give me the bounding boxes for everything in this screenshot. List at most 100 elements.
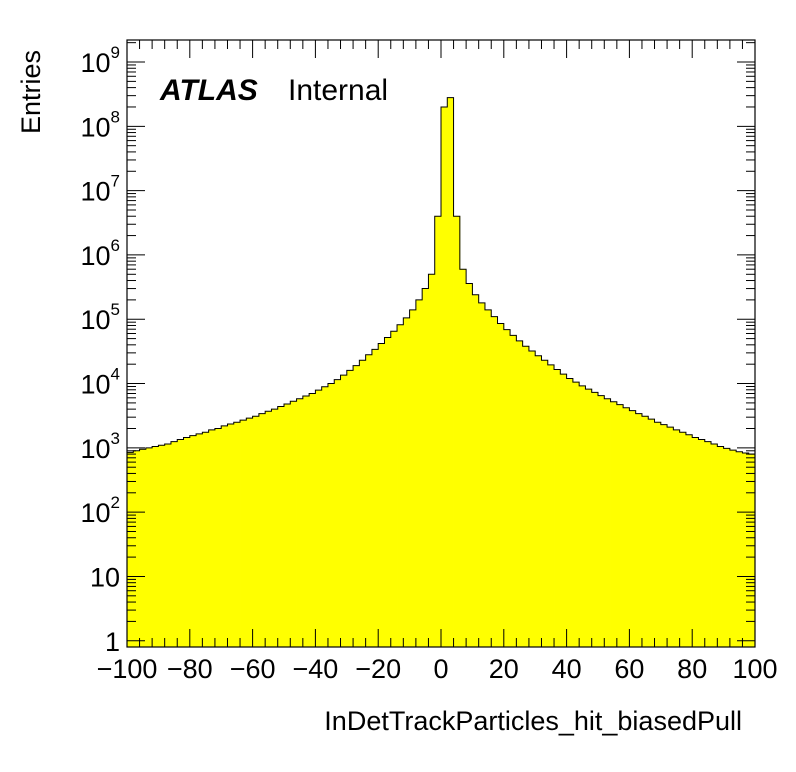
histogram-bin	[158, 445, 166, 647]
histogram-bin	[604, 398, 611, 647]
histogram-bin	[748, 454, 756, 647]
histogram-bin	[378, 343, 385, 647]
internal-label: Internal	[288, 74, 388, 107]
histogram-bin	[516, 340, 524, 647]
histogram-bin	[139, 449, 147, 647]
histogram-bin	[346, 370, 354, 647]
x-axis-title: InDetTrackParticles_hit_biasedPull	[324, 706, 742, 736]
histogram-bin	[585, 389, 593, 647]
histogram-bin	[384, 337, 392, 647]
histogram-bin	[472, 294, 480, 647]
x-tick-label: 0	[433, 654, 448, 684]
histogram-bin	[353, 365, 360, 647]
histogram-bin	[133, 450, 140, 647]
histogram-bin	[729, 450, 737, 647]
histogram-bin	[572, 382, 580, 647]
histogram-bin	[528, 351, 536, 647]
histogram-bin	[409, 309, 417, 647]
histogram-bin	[441, 106, 448, 648]
histogram-bin	[233, 422, 241, 647]
histogram-bin	[265, 411, 272, 647]
y-tick-label: 10	[90, 562, 120, 592]
histogram-bin	[503, 329, 511, 647]
x-tick-labels: −100 −80 −60 −40 −20 0 20 40 60 80 100	[97, 654, 778, 684]
histogram-bin	[566, 378, 574, 647]
histogram-bin	[547, 364, 555, 647]
histogram-bin	[667, 427, 674, 647]
histogram-bin	[736, 451, 743, 647]
histogram-bin	[321, 386, 329, 647]
histogram-bin	[164, 443, 172, 647]
x-tick-label: 20	[489, 654, 519, 684]
histogram-bin	[742, 453, 750, 647]
y-tick-label: 106	[80, 236, 120, 271]
y-tick-label: 102	[80, 493, 120, 528]
histogram-bin	[359, 360, 367, 647]
histogram-bin	[202, 432, 210, 647]
y-tick-label: 108	[80, 107, 120, 142]
y-tick-label: 107	[80, 172, 120, 207]
histogram-bin	[629, 410, 637, 647]
histogram-bin	[252, 416, 260, 647]
histogram-bin	[491, 316, 498, 647]
histogram-bin	[152, 446, 159, 647]
axis-ticks	[126, 40, 756, 647]
histogram-bin	[692, 437, 699, 647]
histogram-bin	[277, 406, 285, 647]
x-tick-label: 80	[677, 654, 707, 684]
histogram-bin	[189, 435, 197, 647]
y-tick-label: 104	[80, 365, 120, 400]
histogram-bin	[453, 216, 461, 647]
histogram-bin	[296, 398, 304, 647]
histogram-bin	[459, 269, 467, 647]
histogram-bin	[127, 452, 134, 647]
histogram-bin	[560, 374, 567, 647]
x-tick-label: −100	[97, 654, 158, 684]
histogram-bin	[327, 383, 335, 647]
histogram-bin	[258, 413, 266, 647]
histogram-bin	[284, 404, 291, 647]
histogram-bin	[177, 439, 184, 647]
x-tick-label: 40	[552, 654, 582, 684]
histogram-bin	[723, 448, 731, 647]
histogram-bin	[415, 299, 423, 647]
y-tick-label: 109	[80, 43, 120, 78]
histogram-bin	[227, 423, 235, 647]
histogram-bin	[679, 432, 687, 647]
histogram-bin	[183, 437, 191, 647]
histogram-bin	[522, 346, 530, 647]
histogram-bin	[510, 335, 517, 647]
histogram-bin	[654, 422, 662, 647]
histogram-bin	[309, 393, 316, 647]
histogram-bin	[302, 396, 310, 647]
histogram-bin	[434, 216, 442, 647]
x-tick-label: −80	[167, 654, 213, 684]
histogram-bin	[170, 441, 178, 647]
histogram-bin	[484, 309, 492, 647]
histogram-bin	[365, 354, 373, 647]
histogram-bin	[711, 443, 718, 647]
histogram-bin	[648, 419, 655, 647]
histogram-bin	[340, 375, 348, 647]
x-tick-label: −40	[292, 654, 338, 684]
histogram-bin	[334, 379, 341, 647]
histogram-bin	[641, 416, 649, 647]
histogram-bin	[403, 317, 410, 647]
histogram-bin	[422, 288, 429, 647]
histogram-bin	[591, 392, 599, 647]
histogram-bin	[240, 420, 247, 647]
histogram-bin	[221, 425, 228, 647]
y-tick-label: 105	[80, 300, 120, 335]
histogram-bin	[208, 429, 216, 647]
x-tick-label: 100	[732, 654, 777, 684]
histogram-bin	[466, 283, 473, 647]
histogram-bin	[579, 385, 586, 647]
histogram-bin	[271, 409, 279, 647]
y-tick-labels: 1 10 102 103 104 105 106 107 108 109	[80, 43, 120, 657]
histogram-bin	[428, 274, 436, 647]
histogram-bin	[673, 429, 681, 647]
histogram-bin	[685, 434, 693, 647]
histogram-bin	[290, 401, 297, 647]
histogram-bin	[554, 369, 561, 647]
histogram-bin	[698, 439, 706, 647]
